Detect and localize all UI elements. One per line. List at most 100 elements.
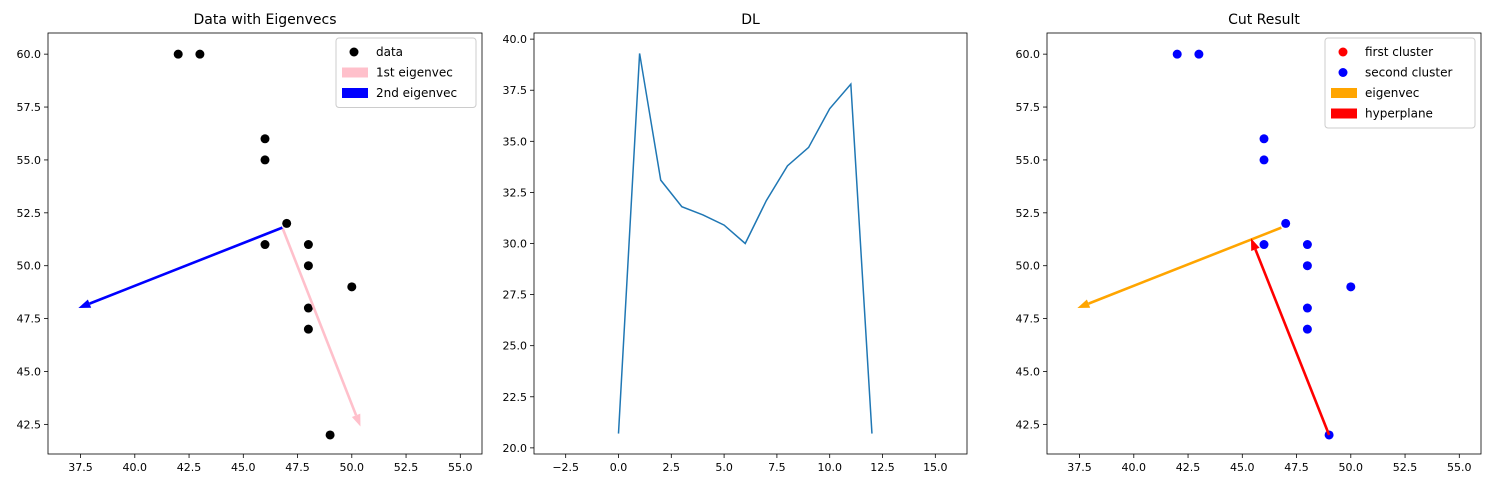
chart-panel-0: Data with Eigenvecs 37.5 40.0 42.5 45.0 47.5 5…: [17, 12, 483, 474]
series-line: [617, 53, 873, 434]
data-point: [1346, 282, 1356, 292]
y-tick-label: 60.0: [1016, 48, 1041, 61]
data-point: [303, 324, 313, 334]
chart-panel-1: DL −2.5 0.0 2.5 5.0 7.5 10.0 12.5 15.0 20.0 22.5 25…: [503, 12, 968, 474]
chart-title: Cut Result: [1228, 12, 1300, 28]
x-tick-label: 52.5: [1393, 461, 1418, 474]
y-tick-label: 42.5: [17, 418, 42, 431]
legend-label: first cluster: [1365, 45, 1433, 59]
x-tick-label: 55.0: [1447, 461, 1472, 474]
data-point: [1259, 240, 1269, 250]
x-tick-label: 40.0: [123, 461, 148, 474]
y-tick-label: 22.5: [503, 391, 528, 404]
data-point: [1172, 49, 1182, 59]
y-tick-label: 55.0: [1016, 154, 1041, 167]
data-point: [1194, 49, 1204, 59]
x-tick-label: 2.5: [663, 461, 681, 474]
y-tick-label: 50.0: [17, 260, 42, 273]
y-tick-label: 57.5: [1016, 101, 1041, 114]
y-tick-label: 37.5: [503, 84, 528, 97]
y-tick-label: 47.5: [17, 313, 42, 326]
data-point: [260, 155, 270, 165]
plot-frame: [47, 32, 483, 455]
arrow-head: [1250, 238, 1260, 252]
legend-swatch: [342, 67, 368, 78]
arrow-shaft: [89, 226, 283, 305]
data-point: [325, 430, 335, 440]
y-tick-label: 25.0: [503, 340, 528, 353]
data-point: [173, 49, 183, 59]
y-tick-label: 35.0: [503, 135, 528, 148]
legend: data 1st eigenvec 2nd eigenvec: [335, 37, 477, 108]
y-tick-label: 60.0: [17, 48, 42, 61]
x-tick-label: 52.5: [394, 461, 419, 474]
x-tick-label: 12.5: [870, 461, 895, 474]
y-tick-label: 32.5: [503, 186, 528, 199]
x-tick-label: 15.0: [923, 461, 948, 474]
legend-swatch: [342, 88, 368, 98]
x-tick-label: 47.5: [1284, 461, 1309, 474]
y-tick-label: 42.5: [1016, 418, 1041, 431]
plot-frame: [533, 32, 968, 455]
legend-swatch: [1331, 88, 1357, 98]
arrow-shaft: [281, 227, 358, 416]
arrow-head: [78, 299, 92, 309]
data-point: [303, 240, 313, 250]
arrow-shaft: [1088, 226, 1282, 305]
chart-title: Data with Eigenvecs: [193, 12, 336, 28]
x-tick-label: 42.5: [177, 461, 202, 474]
legend-swatch: [1331, 108, 1357, 119]
data-point: [303, 261, 313, 271]
x-tick-label: 7.5: [768, 461, 786, 474]
legend-marker: [349, 47, 359, 57]
x-tick-label: 45.0: [231, 461, 256, 474]
x-tick-label: 50.0: [340, 461, 365, 474]
data-point: [1302, 303, 1312, 313]
legend-marker: [1338, 47, 1348, 57]
x-tick-label: 47.5: [285, 461, 310, 474]
legend-label: data: [376, 45, 403, 59]
chart-panel-2: Cut Result 37.5 40.0 42.5 45.0 47.5 50.0 52.5 55…: [1016, 12, 1482, 474]
y-tick-label: 57.5: [17, 101, 42, 114]
arrow-head: [351, 413, 361, 427]
y-tick-label: 20.0: [503, 442, 528, 455]
arrow-head: [1077, 299, 1091, 309]
data-point: [1281, 218, 1291, 228]
x-tick-label: 55.0: [448, 461, 473, 474]
y-tick-label: 52.5: [17, 207, 42, 220]
x-tick-label: 37.5: [1067, 461, 1092, 474]
y-tick-label: 47.5: [1016, 313, 1041, 326]
y-tick-label: 52.5: [1016, 207, 1041, 220]
legend: first cluster second cluster eigenvec hyper…: [1324, 37, 1476, 129]
chart-title: DL: [741, 12, 760, 28]
data-point: [282, 218, 292, 228]
legend-box: [335, 37, 477, 108]
y-tick-label: 50.0: [1016, 260, 1041, 273]
arrow-shaft: [1254, 248, 1331, 436]
data-point: [1259, 155, 1269, 165]
data-point: [347, 282, 357, 292]
y-tick-label: 55.0: [17, 154, 42, 167]
x-tick-label: −2.5: [552, 461, 579, 474]
x-tick-label: 5.0: [715, 461, 733, 474]
y-tick-label: 30.0: [503, 238, 528, 251]
data-point: [1302, 261, 1312, 271]
y-tick-label: 27.5: [503, 289, 528, 302]
data-point: [1302, 324, 1312, 334]
data-point: [195, 49, 205, 59]
legend-label: hyperplane: [1365, 107, 1433, 121]
x-tick-label: 45.0: [1230, 461, 1255, 474]
data-point: [1259, 134, 1269, 144]
y-tick-label: 45.0: [17, 365, 42, 378]
legend-label: eigenvec: [1365, 86, 1419, 100]
data-point: [1302, 240, 1312, 250]
x-tick-label: 10.0: [817, 461, 842, 474]
legend-marker: [1338, 68, 1348, 77]
x-tick-label: 42.5: [1176, 461, 1201, 474]
x-tick-label: 50.0: [1339, 461, 1364, 474]
legend-label: 1st eigenvec: [376, 66, 453, 80]
x-tick-label: 40.0: [1122, 461, 1147, 474]
plot-frame: [1046, 32, 1482, 455]
x-tick-label: 0.0: [610, 461, 628, 474]
